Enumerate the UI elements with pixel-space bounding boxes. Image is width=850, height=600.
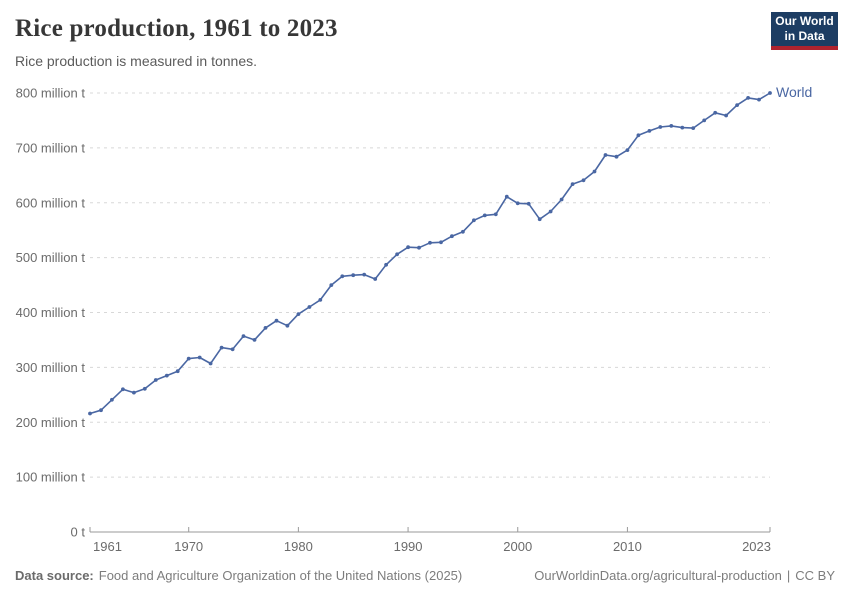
data-point-marker — [153, 378, 158, 382]
x-axis-tick-label: 2023 — [742, 539, 771, 554]
data-point-marker — [482, 213, 487, 218]
data-point-marker — [625, 148, 630, 153]
data-source-label: Data source: — [15, 568, 94, 583]
data-point-marker — [329, 283, 334, 287]
data-point-marker — [175, 369, 180, 374]
data-point-marker — [296, 312, 301, 316]
data-point-marker — [406, 245, 410, 250]
data-point-marker — [274, 318, 279, 323]
data-point-marker — [581, 178, 586, 183]
data-point-marker — [472, 218, 476, 223]
data-point-marker — [746, 96, 750, 100]
data-point-marker — [680, 125, 685, 130]
data-point-marker — [384, 262, 388, 267]
data-source-text: Food and Agriculture Organization of the… — [98, 568, 463, 583]
data-point-marker — [570, 182, 575, 187]
y-axis-tick-label: 200 million t — [16, 415, 86, 430]
data-point-marker — [186, 356, 191, 361]
data-point-marker — [121, 387, 125, 392]
data-point-marker — [252, 338, 257, 342]
data-point-marker — [691, 126, 696, 130]
data-point-marker — [142, 386, 147, 391]
data-point-marker — [351, 273, 356, 278]
data-point-marker — [164, 373, 169, 378]
data-point-marker — [636, 133, 641, 138]
data-point-marker — [197, 355, 202, 360]
y-axis-tick-label: 300 million t — [16, 360, 86, 375]
data-source: Data source: Food and Agriculture Organiz… — [15, 568, 462, 583]
x-axis-tick-label: 1961 — [93, 539, 122, 554]
data-point-marker — [669, 124, 674, 128]
page-title: Rice production, 1961 to 2023 — [15, 15, 338, 42]
data-point-marker — [735, 103, 739, 107]
data-point-marker — [658, 125, 663, 129]
data-point-marker — [592, 169, 597, 174]
data-point-marker — [99, 408, 103, 413]
y-axis-tick-label: 100 million t — [16, 470, 86, 485]
data-point-marker — [417, 245, 421, 250]
data-point-marker — [537, 217, 542, 222]
data-point-marker — [439, 240, 443, 245]
world-series-line — [89, 92, 771, 415]
data-point-marker — [88, 411, 92, 416]
data-point-marker — [603, 153, 608, 157]
data-point-marker — [373, 277, 378, 281]
y-axis-tick-label: 800 million t — [16, 86, 86, 101]
data-point-marker — [768, 91, 772, 95]
footer-right: OurWorldinData.org/agricultural-producti… — [534, 568, 835, 583]
data-point-marker — [340, 274, 345, 279]
data-point-marker — [526, 201, 531, 206]
data-point-marker — [230, 347, 235, 352]
data-point-marker — [307, 305, 312, 309]
series-label-world: World — [776, 84, 812, 100]
x-axis-tick-label: 1970 — [174, 539, 203, 554]
data-point-marker — [515, 201, 520, 206]
owid-logo: Our World in Data — [771, 12, 838, 50]
data-point-marker — [724, 113, 728, 118]
data-point-marker — [614, 154, 619, 159]
data-point-marker — [504, 194, 509, 199]
data-point-marker — [110, 397, 114, 402]
y-axis-tick-label: 600 million t — [16, 195, 86, 210]
x-axis-tick-label: 2010 — [613, 539, 642, 554]
data-point-marker — [263, 326, 268, 330]
data-point-marker — [647, 129, 652, 133]
chart-subtitle: Rice production is measured in tonnes. — [15, 53, 258, 69]
data-point-marker — [362, 272, 367, 277]
data-point-marker — [461, 229, 465, 234]
data-point-marker — [395, 252, 399, 257]
data-point-marker — [241, 334, 246, 338]
data-point-marker — [318, 298, 323, 302]
data-point-marker — [713, 110, 718, 115]
data-point-marker — [559, 197, 564, 202]
x-axis-tick-label: 1990 — [394, 539, 423, 554]
data-point-marker — [428, 240, 432, 245]
data-point-marker — [757, 97, 761, 102]
data-point-marker — [219, 345, 224, 350]
data-point-marker — [702, 118, 707, 123]
x-axis-tick-label: 1980 — [284, 539, 313, 554]
y-axis-tick-label: 0 t — [71, 525, 86, 540]
data-point-marker — [493, 212, 498, 217]
owid-logo-line2: in Data — [784, 29, 825, 43]
y-axis-tick-label: 400 million t — [16, 305, 86, 320]
data-point-marker — [208, 361, 213, 366]
data-point-marker — [285, 323, 290, 328]
data-point-marker — [548, 209, 553, 214]
license-badge: CC BY — [795, 568, 835, 583]
y-axis-tick-label: 500 million t — [16, 250, 86, 265]
chart-footer: Data source: Food and Agriculture Organiz… — [15, 568, 835, 583]
owid-logo-line1: Our World — [775, 14, 834, 28]
x-axis-tick-label: 2000 — [503, 539, 532, 554]
footer-link[interactable]: OurWorldinData.org/agricultural-producti… — [534, 568, 782, 583]
data-point-marker — [450, 234, 454, 239]
y-axis-tick-label: 700 million t — [16, 140, 86, 155]
footer-separator: | — [786, 568, 791, 583]
data-point-marker — [132, 390, 136, 395]
